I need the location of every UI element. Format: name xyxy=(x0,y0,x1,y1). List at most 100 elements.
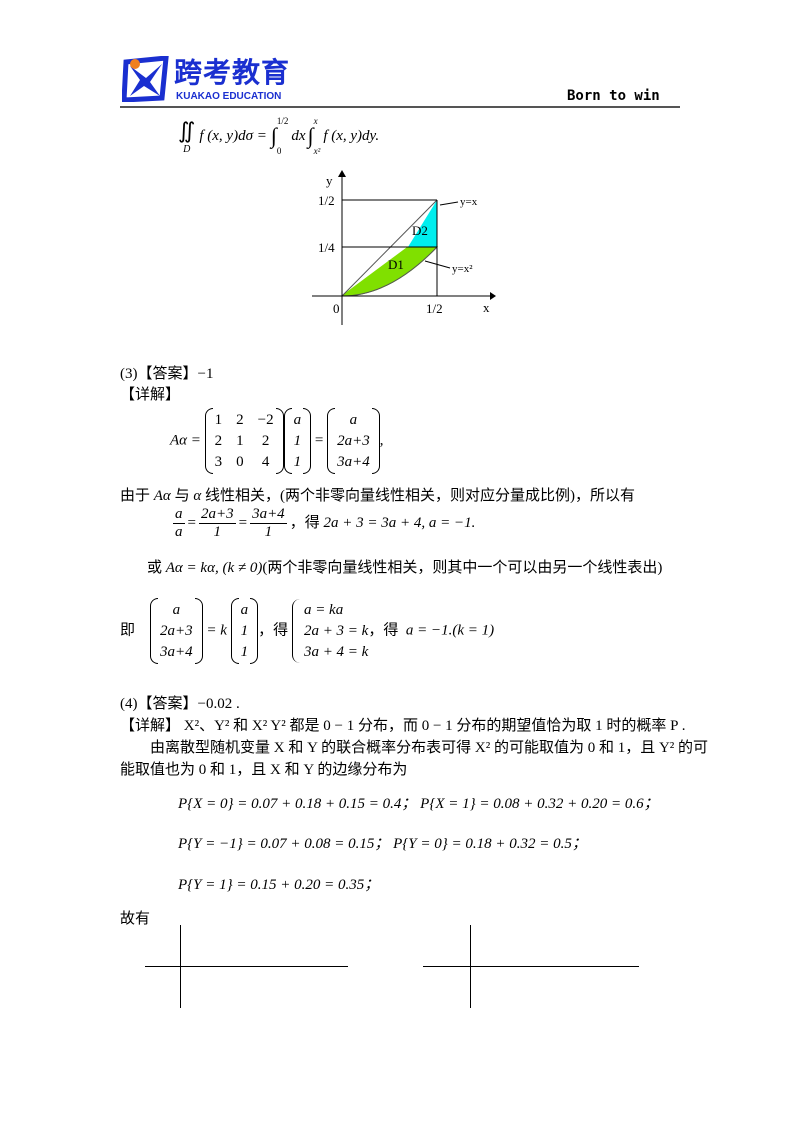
header-divider xyxy=(120,106,680,108)
math: α xyxy=(193,488,202,504)
detail-label: 【详解】 xyxy=(120,387,181,403)
line-y-eq-x xyxy=(341,199,438,297)
matrix-lhs: Aα = xyxy=(170,432,201,449)
numerator: 2a+3 xyxy=(198,506,236,524)
region-diagram: y x 0 1/2 1/2 1/4 D2 D1 y=x y=x² xyxy=(312,170,496,325)
double-integral: ∬ D xyxy=(178,118,195,155)
integral-formula: ∬ D f (x, y)dσ = ∫ 1/2 0 dx ∫ x x² f (x,… xyxy=(178,116,379,156)
part4-answer: (4)【答案】−0.02 . xyxy=(120,692,240,713)
matrix-entry: 2 xyxy=(261,432,270,449)
matrix-equation: Aα = 1 2 −2 2 1 2 3 0 4 a 1 1 = a 2a+3 3a+4, xyxy=(170,408,383,474)
math: Aα xyxy=(153,488,171,504)
detail-line: 【详解】 X²、Y² 和 X² Y² 都是 0 − 1 分布，而 0 − 1 分… xyxy=(120,718,686,734)
denominator: 1 xyxy=(213,524,222,540)
integral-sign: ∫ xyxy=(307,123,314,148)
logo-star-icon xyxy=(122,56,169,102)
matrix-entry: 1 xyxy=(240,622,249,639)
therefore-label: 故有 xyxy=(120,911,151,927)
text: 或 xyxy=(147,560,163,576)
matrix-entry: 2a + 3 = k xyxy=(303,622,369,639)
integral-sign: ∫ xyxy=(270,123,277,148)
y-axis-arrow-icon xyxy=(338,170,346,177)
integral-dx: dx xyxy=(291,127,306,144)
matrix-entry: 4 xyxy=(261,453,270,470)
matrix-entry: a xyxy=(240,601,249,618)
ji-equation: 即 a 2a+3 3a+4 = k a 1 1 ，得 a = ka 2a + 3 = k 3a… xyxy=(120,598,494,664)
curve2-label: y=x² xyxy=(452,263,473,275)
denominator: 1 xyxy=(264,524,273,540)
result: a = −1.(k = 1) xyxy=(405,622,495,639)
double-integral-sign: ∬ xyxy=(178,117,196,143)
matrix-entry: 1 xyxy=(293,453,302,470)
y-tick-label: 1/4 xyxy=(318,240,335,255)
curve1-label: y=x xyxy=(460,196,478,208)
answer-value: −0.02 . xyxy=(197,696,240,712)
table-divider xyxy=(423,966,639,967)
matrix-entry: 3a + 4 = k xyxy=(303,643,369,660)
region-d2 xyxy=(408,200,437,247)
integral-upper-limit: x xyxy=(313,116,318,126)
matrix-entry: 1 xyxy=(240,643,249,660)
text: ，得 xyxy=(289,514,320,531)
text: 线性相关，(两个非零向量线性相关，则对应分量成比例)，所以有 xyxy=(204,488,635,504)
logo-chinese: 跨考教育 xyxy=(174,56,291,89)
probability-equation: P{Y = −1} = 0.07 + 0.08 = 0.15； P{Y = 0}… xyxy=(178,836,587,852)
integral-lower-limit: x² xyxy=(313,146,321,156)
x-axis-label: x xyxy=(483,300,490,315)
matrix-entry: a xyxy=(293,411,302,428)
matrix-entry: 2a+3 xyxy=(160,622,193,639)
origin-label: 0 xyxy=(333,301,340,316)
integral-limits: 1/2 0 xyxy=(277,116,289,156)
text: 与 xyxy=(174,488,190,504)
region-d2-label: D2 xyxy=(412,223,428,238)
integral-lhs: f (x, y)dσ = xyxy=(199,127,267,144)
integral-subscript: D xyxy=(183,143,191,155)
text: 由于 xyxy=(120,488,151,504)
matrix-entry: a xyxy=(349,411,358,428)
matrix-entry: a xyxy=(172,601,181,618)
probability-equation: P{Y = 1} = 0.15 + 0.20 = 0.35； xyxy=(178,877,380,893)
matrix-entry: 2 xyxy=(236,411,244,428)
x-tick-label: 1/2 xyxy=(426,301,443,316)
matrix-entry: a = ka xyxy=(303,601,344,618)
matrix-entry: 1 xyxy=(214,411,223,428)
matrix-entry: 1 xyxy=(293,432,302,449)
curve-parabola xyxy=(341,246,438,297)
y-tick-label: 1/2 xyxy=(318,193,335,208)
probability-equation: P{X = 0} = 0.07 + 0.18 + 0.15 = 0.4； P{X… xyxy=(178,796,659,812)
denominator: a xyxy=(175,524,183,540)
integral-limits: x x² xyxy=(314,116,321,156)
region-d1-label: D1 xyxy=(388,257,404,272)
slogan: Born to win xyxy=(567,88,660,104)
answer-label: (3)【答案】 xyxy=(120,366,198,382)
matrix-entry: 2a+3 xyxy=(337,432,370,449)
matrix-entry: 0 xyxy=(236,453,244,470)
linear-dependence-line: 由于 Aα 与 α 线性相关，(两个非零向量线性相关，则对应分量成比例)，所以有 xyxy=(120,484,635,505)
numerator: 3a+4 xyxy=(250,506,287,524)
y-axis-label: y xyxy=(326,173,333,188)
matrix-a: 1 2 −2 2 1 2 3 0 4 xyxy=(204,408,284,474)
comma: , xyxy=(379,432,384,449)
fraction-equation: a a = 2a+3 1 = 3a+4 1 ，得 2a + 3 = 3a + 4, a = −1… xyxy=(173,506,476,540)
logo: 跨考教育 KUAKAO EDUCATION xyxy=(122,56,292,106)
text: ，得 xyxy=(368,622,399,639)
math: = k xyxy=(206,622,227,639)
detail-line: 由离散型随机变量 X 和 Y 的联合概率分布表可得 X² 的可能取值为 0 和 … xyxy=(150,740,709,756)
logo-english: KUAKAO EDUCATION xyxy=(176,91,282,102)
numerator: a xyxy=(173,506,185,524)
or-line: 或 Aα = kα, (k ≠ 0)(两个非零向量线性相关，则其中一个可以由另一… xyxy=(147,556,662,577)
detail-line: 能取值也为 0 和 1，且 X 和 Y 的边缘分布为 xyxy=(120,762,408,778)
text: 即 xyxy=(120,622,136,639)
matrix-entry: 3 xyxy=(214,453,223,470)
x-axis-arrow-icon xyxy=(490,292,496,300)
integral-lower-limit: 0 xyxy=(276,146,282,156)
table-divider xyxy=(145,966,348,967)
matrix-entry: 1 xyxy=(236,432,244,449)
matrix-entry: 2 xyxy=(214,432,223,449)
matrix-entry: 3a+4 xyxy=(160,643,193,660)
part3-answer: (3)【答案】−1 xyxy=(120,362,213,383)
answer-value: −1 xyxy=(197,366,214,382)
integral-upper-limit: 1/2 xyxy=(276,116,289,126)
result: 2a + 3 = 3a + 4, a = −1. xyxy=(323,514,476,531)
